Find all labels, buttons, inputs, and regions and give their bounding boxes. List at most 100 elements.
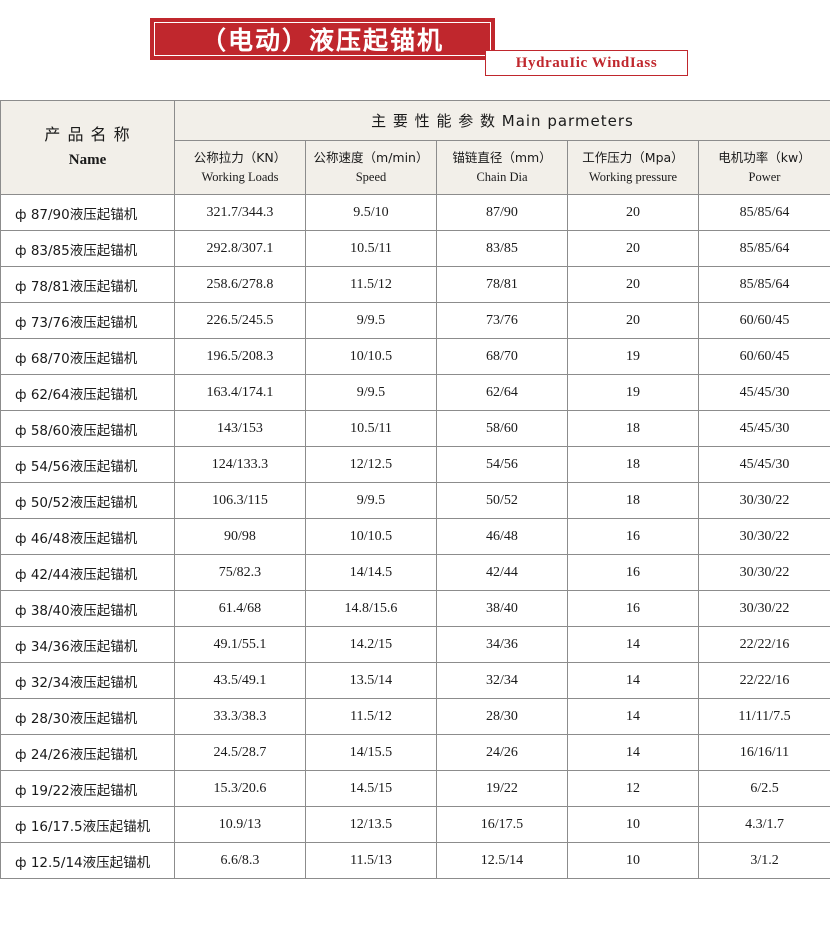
cell-working-pressure: 20 (567, 302, 699, 339)
table-row: ф 38/40液压起锚机 61.4/68 14.8/15.6 38/40 16 30/30… (0, 590, 830, 627)
table-row: ф 42/44液压起锚机 75/82.3 14/14.5 42/44 16 30/30/2… (0, 554, 830, 591)
cell-power: 45/45/30 (697, 410, 830, 447)
table-row: ф 62/64液压起锚机 163.4/174.1 9/9.5 62/64 19 45/45… (0, 374, 830, 411)
column-header-chain-dia-en: Chain Dia (476, 169, 528, 184)
cell-speed: 11.5/12 (305, 698, 437, 735)
column-header-working-pressure-cn: 工作压力（Mpa） (582, 150, 684, 166)
column-group-header-main-parameters: 主 要 性 能 参 数 Main parmeters (173, 100, 830, 141)
table-row: ф 24/26液压起锚机 24.5/28.7 14/15.5 24/26 14 16/16… (0, 734, 830, 771)
cell-power: 45/45/30 (697, 446, 830, 483)
cell-product-name: ф 19/22液压起锚机 (0, 770, 175, 807)
cell-working-pressure: 20 (567, 266, 699, 303)
cell-chain-dia: 78/81 (436, 266, 568, 303)
table-row: ф 50/52液压起锚机 106.3/115 9/9.5 50/52 18 30/30/2… (0, 482, 830, 519)
table-header-row-group: 产 品 名 称 Name 主 要 性 能 参 数 Main parmeters (0, 100, 830, 195)
cell-working-loads: 292.8/307.1 (174, 230, 306, 267)
cell-power: 4.3/1.7 (697, 806, 830, 843)
cell-working-pressure: 16 (567, 590, 699, 627)
cell-working-loads: 226.5/245.5 (174, 302, 306, 339)
cell-speed: 10.5/11 (305, 410, 437, 447)
table-row: ф 68/70液压起锚机 196.5/208.3 10/10.5 68/70 19 60/… (0, 338, 830, 375)
cell-working-pressure: 10 (567, 806, 699, 843)
cell-product-name: ф 16/17.5液压起锚机 (0, 806, 175, 843)
cell-working-loads: 258.6/278.8 (174, 266, 306, 303)
specifications-table: 产 品 名 称 Name 主 要 性 能 参 数 Main parmeters … (0, 100, 830, 879)
cell-speed: 12/12.5 (305, 446, 437, 483)
cell-working-loads: 163.4/174.1 (174, 374, 306, 411)
cell-working-pressure: 18 (567, 482, 699, 519)
cell-product-name: ф 54/56液压起锚机 (0, 446, 175, 483)
cell-product-name: ф 46/48液压起锚机 (0, 518, 175, 555)
cell-chain-dia: 73/76 (436, 302, 568, 339)
column-header-working-loads-en: Working Loads (201, 169, 279, 184)
cell-product-name: ф 62/64液压起锚机 (0, 374, 175, 411)
table-row: ф 46/48液压起锚机 90/98 10/10.5 46/48 16 30/30/22 (0, 518, 830, 555)
column-header-power: 电机功率（kw） Power (697, 140, 830, 195)
column-header-speed-en: Speed (355, 169, 387, 184)
cell-chain-dia: 24/26 (436, 734, 568, 771)
column-header-power-en: Power (748, 169, 781, 184)
cell-working-pressure: 20 (567, 194, 699, 231)
cell-working-loads: 196.5/208.3 (174, 338, 306, 375)
cell-chain-dia: 38/40 (436, 590, 568, 627)
cell-working-loads: 124/133.3 (174, 446, 306, 483)
cell-working-pressure: 18 (567, 446, 699, 483)
cell-power: 11/11/7.5 (697, 698, 830, 735)
cell-working-pressure: 16 (567, 554, 699, 591)
column-header-working-pressure: 工作压力（Mpa） Working pressure (567, 140, 699, 195)
cell-product-name: ф 38/40液压起锚机 (0, 590, 175, 627)
cell-power: 3/1.2 (697, 842, 830, 879)
cell-speed: 10/10.5 (305, 518, 437, 555)
column-header-speed: 公称速度（m/min） Speed (305, 140, 437, 195)
cell-speed: 9/9.5 (305, 482, 437, 519)
cell-speed: 10/10.5 (305, 338, 437, 375)
cell-chain-dia: 42/44 (436, 554, 568, 591)
cell-speed: 14/15.5 (305, 734, 437, 771)
cell-working-loads: 10.9/13 (174, 806, 306, 843)
cell-working-loads: 15.3/20.6 (174, 770, 306, 807)
cell-working-loads: 106.3/115 (174, 482, 306, 519)
cell-chain-dia: 34/36 (436, 626, 568, 663)
cell-power: 16/16/11 (697, 734, 830, 771)
cell-power: 45/45/30 (697, 374, 830, 411)
cell-working-pressure: 14 (567, 626, 699, 663)
cell-chain-dia: 50/52 (436, 482, 568, 519)
table-row: ф 73/76液压起锚机 226.5/245.5 9/9.5 73/76 20 60/60… (0, 302, 830, 339)
cell-power: 60/60/45 (697, 302, 830, 339)
table-row: ф 78/81液压起锚机 258.6/278.8 11.5/12 78/81 20 85/… (0, 266, 830, 303)
cell-power: 30/30/22 (697, 482, 830, 519)
cell-speed: 14.5/15 (305, 770, 437, 807)
table-row: ф 54/56液压起锚机 124/133.3 12/12.5 54/56 18 45/45… (0, 446, 830, 483)
cell-working-loads: 143/153 (174, 410, 306, 447)
cell-chain-dia: 32/34 (436, 662, 568, 699)
cell-product-name: ф 28/30液压起锚机 (0, 698, 175, 735)
english-title-text: HydrauIic WindIass (515, 54, 658, 71)
table-row: ф 58/60液压起锚机 143/153 10.5/11 58/60 18 45/45/3… (0, 410, 830, 447)
cell-power: 85/85/64 (697, 194, 830, 231)
cell-working-pressure: 16 (567, 518, 699, 555)
cell-product-name: ф 73/76液压起锚机 (0, 302, 175, 339)
cell-product-name: ф 87/90液压起锚机 (0, 194, 175, 231)
cell-chain-dia: 62/64 (436, 374, 568, 411)
cell-chain-dia: 58/60 (436, 410, 568, 447)
cell-working-pressure: 14 (567, 698, 699, 735)
cell-chain-dia: 54/56 (436, 446, 568, 483)
table-row: ф 28/30液压起锚机 33.3/38.3 11.5/12 28/30 14 11/11… (0, 698, 830, 735)
cell-working-loads: 90/98 (174, 518, 306, 555)
column-header-name-cn: 产 品 名 称 (44, 125, 131, 145)
cell-speed: 11.5/13 (305, 842, 437, 879)
cell-working-loads: 75/82.3 (174, 554, 306, 591)
cell-product-name: ф 78/81液压起锚机 (0, 266, 175, 303)
english-title-plate: HydrauIic WindIass (485, 50, 688, 76)
cell-working-pressure: 19 (567, 374, 699, 411)
table-header-row-sub: 公称拉力（KN） Working Loads 公称速度（m/min） Speed… (1, 140, 830, 195)
table-row: ф 19/22液压起锚机 15.3/20.6 14.5/15 19/22 12 6/2.5 (0, 770, 830, 807)
cell-chain-dia: 68/70 (436, 338, 568, 375)
cell-working-pressure: 19 (567, 338, 699, 375)
cell-power: 30/30/22 (697, 554, 830, 591)
table-row: ф 32/34液压起锚机 43.5/49.1 13.5/14 32/34 14 22/22… (0, 662, 830, 699)
cell-chain-dia: 19/22 (436, 770, 568, 807)
cell-speed: 9.5/10 (305, 194, 437, 231)
title-banner: （电动）液压起锚机 HydrauIic WindIass (0, 0, 830, 100)
cell-working-loads: 43.5/49.1 (174, 662, 306, 699)
